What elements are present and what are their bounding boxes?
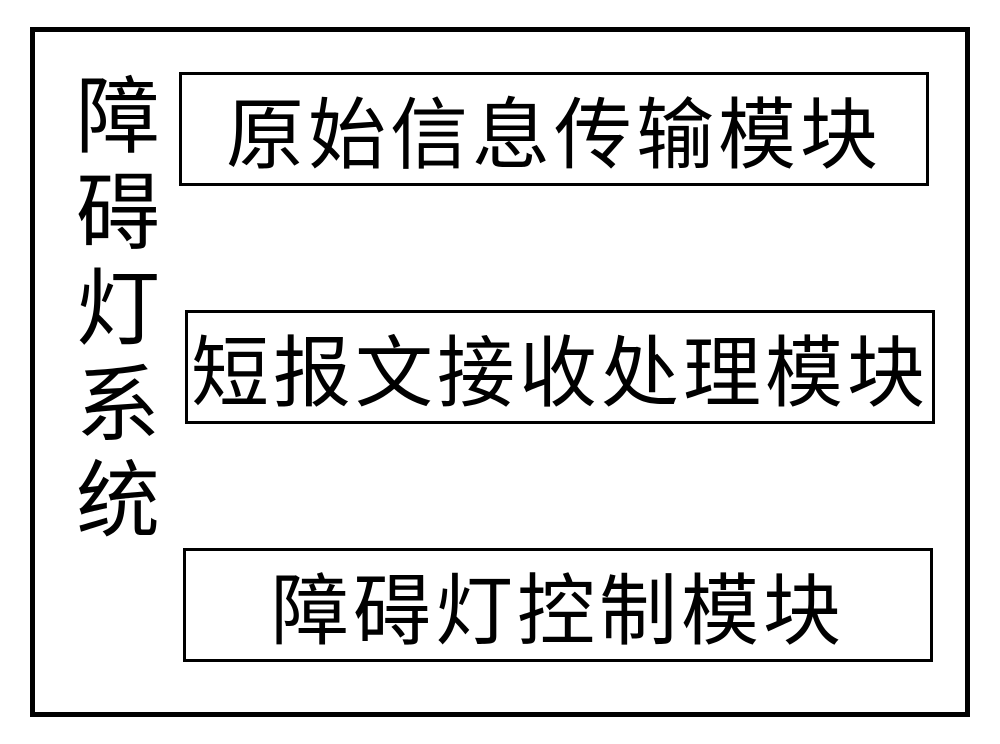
system-label-column: 障碍灯系统: [65, 62, 165, 662]
modules-column: 原始信息传输模块 短报文接收处理模块 障碍灯控制模块: [165, 62, 929, 662]
module-label-2: 短报文接收处理模块: [191, 311, 929, 423]
module-label-1: 原始信息传输模块: [226, 73, 882, 185]
system-container: 障碍灯系统 原始信息传输模块 短报文接收处理模块 障碍灯控制模块: [30, 27, 970, 717]
system-title: 障碍灯系统: [58, 72, 163, 552]
module-label-3: 障碍灯控制模块: [271, 549, 845, 661]
module-box-1: 原始信息传输模块: [179, 72, 929, 186]
module-box-3: 障碍灯控制模块: [183, 548, 933, 662]
module-box-2: 短报文接收处理模块: [185, 310, 935, 424]
